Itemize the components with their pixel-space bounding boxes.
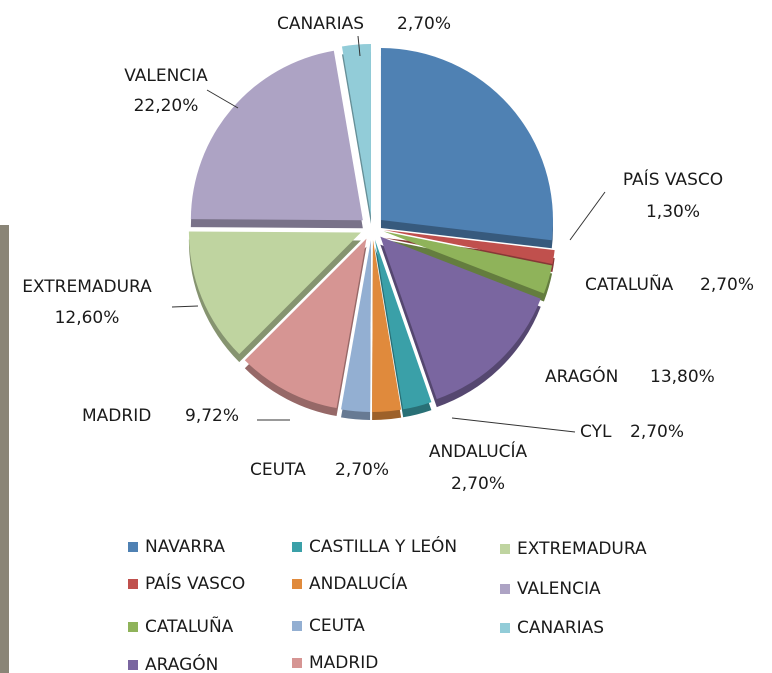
- legend-swatch: [128, 660, 138, 670]
- value-label: 2,70%: [630, 422, 684, 442]
- value-label: 13,80%: [650, 367, 715, 387]
- slice-label: MADRID: [82, 406, 151, 426]
- legend-label: CEUTA: [309, 616, 365, 636]
- legend-label: CANARIAS: [517, 618, 604, 638]
- legend-swatch: [128, 542, 138, 552]
- slice: [341, 44, 371, 217]
- leader-line: [171, 305, 199, 308]
- slice-label: CANARIAS: [277, 14, 364, 34]
- legend-swatch: [292, 658, 302, 668]
- slice-label: ANDALUCÍA: [429, 440, 528, 462]
- leader-line: [357, 35, 361, 57]
- value-label: 22,20%: [134, 96, 199, 116]
- slice: [380, 48, 553, 241]
- value-label: 2,70%: [397, 14, 451, 34]
- slice-label: CEUTA: [250, 460, 306, 480]
- legend-label: ARAGÓN: [145, 653, 218, 673]
- legend-swatch: [500, 623, 510, 633]
- slice-label: ARAGÓN: [545, 365, 618, 387]
- legend-label: MADRID: [309, 653, 378, 673]
- legend-label: CASTILLA Y LEÓN: [309, 535, 457, 557]
- value-label: 1,30%: [646, 202, 700, 222]
- value-label: 2,70%: [700, 275, 754, 295]
- slice: [383, 231, 553, 294]
- slice: [372, 239, 402, 412]
- slice: [380, 236, 541, 400]
- leader-line: [569, 191, 606, 241]
- value-label: 2,70%: [451, 474, 505, 494]
- leader-line: [206, 89, 239, 109]
- slice: [190, 50, 363, 221]
- legend-label: ANDALUCÍA: [309, 572, 408, 594]
- slice: [341, 239, 371, 412]
- slice: [188, 231, 361, 355]
- background-photo-edge: [0, 225, 9, 673]
- slice-label: EXTREMADURA: [22, 277, 152, 297]
- value-label: 12,60%: [55, 308, 120, 328]
- slice-label: PAÍS VASCO: [623, 168, 723, 190]
- slice-label: CATALUÑA: [585, 273, 674, 295]
- slice-label: VALENCIA: [124, 66, 208, 86]
- legend-swatch: [128, 622, 138, 632]
- value-label: 9,72%: [185, 406, 239, 426]
- legend-swatch: [292, 621, 302, 631]
- legend-label: NAVARRA: [145, 537, 225, 557]
- legend-swatch: [292, 542, 302, 552]
- legend-swatch: [128, 579, 138, 589]
- slice: [383, 229, 555, 265]
- legend-swatch: [500, 584, 510, 594]
- legend-label: PAÍS VASCO: [145, 572, 245, 594]
- value-label: 2,70%: [335, 460, 389, 480]
- slice: [244, 238, 367, 409]
- slice-label: CYL: [580, 422, 612, 442]
- slice: [374, 239, 432, 410]
- legend-label: CATALUÑA: [145, 615, 234, 637]
- legend-label: VALENCIA: [517, 579, 601, 599]
- legend-swatch: [292, 579, 302, 589]
- legend-label: EXTREMADURA: [517, 539, 647, 559]
- legend-swatch: [500, 544, 510, 554]
- leader-line: [451, 417, 576, 433]
